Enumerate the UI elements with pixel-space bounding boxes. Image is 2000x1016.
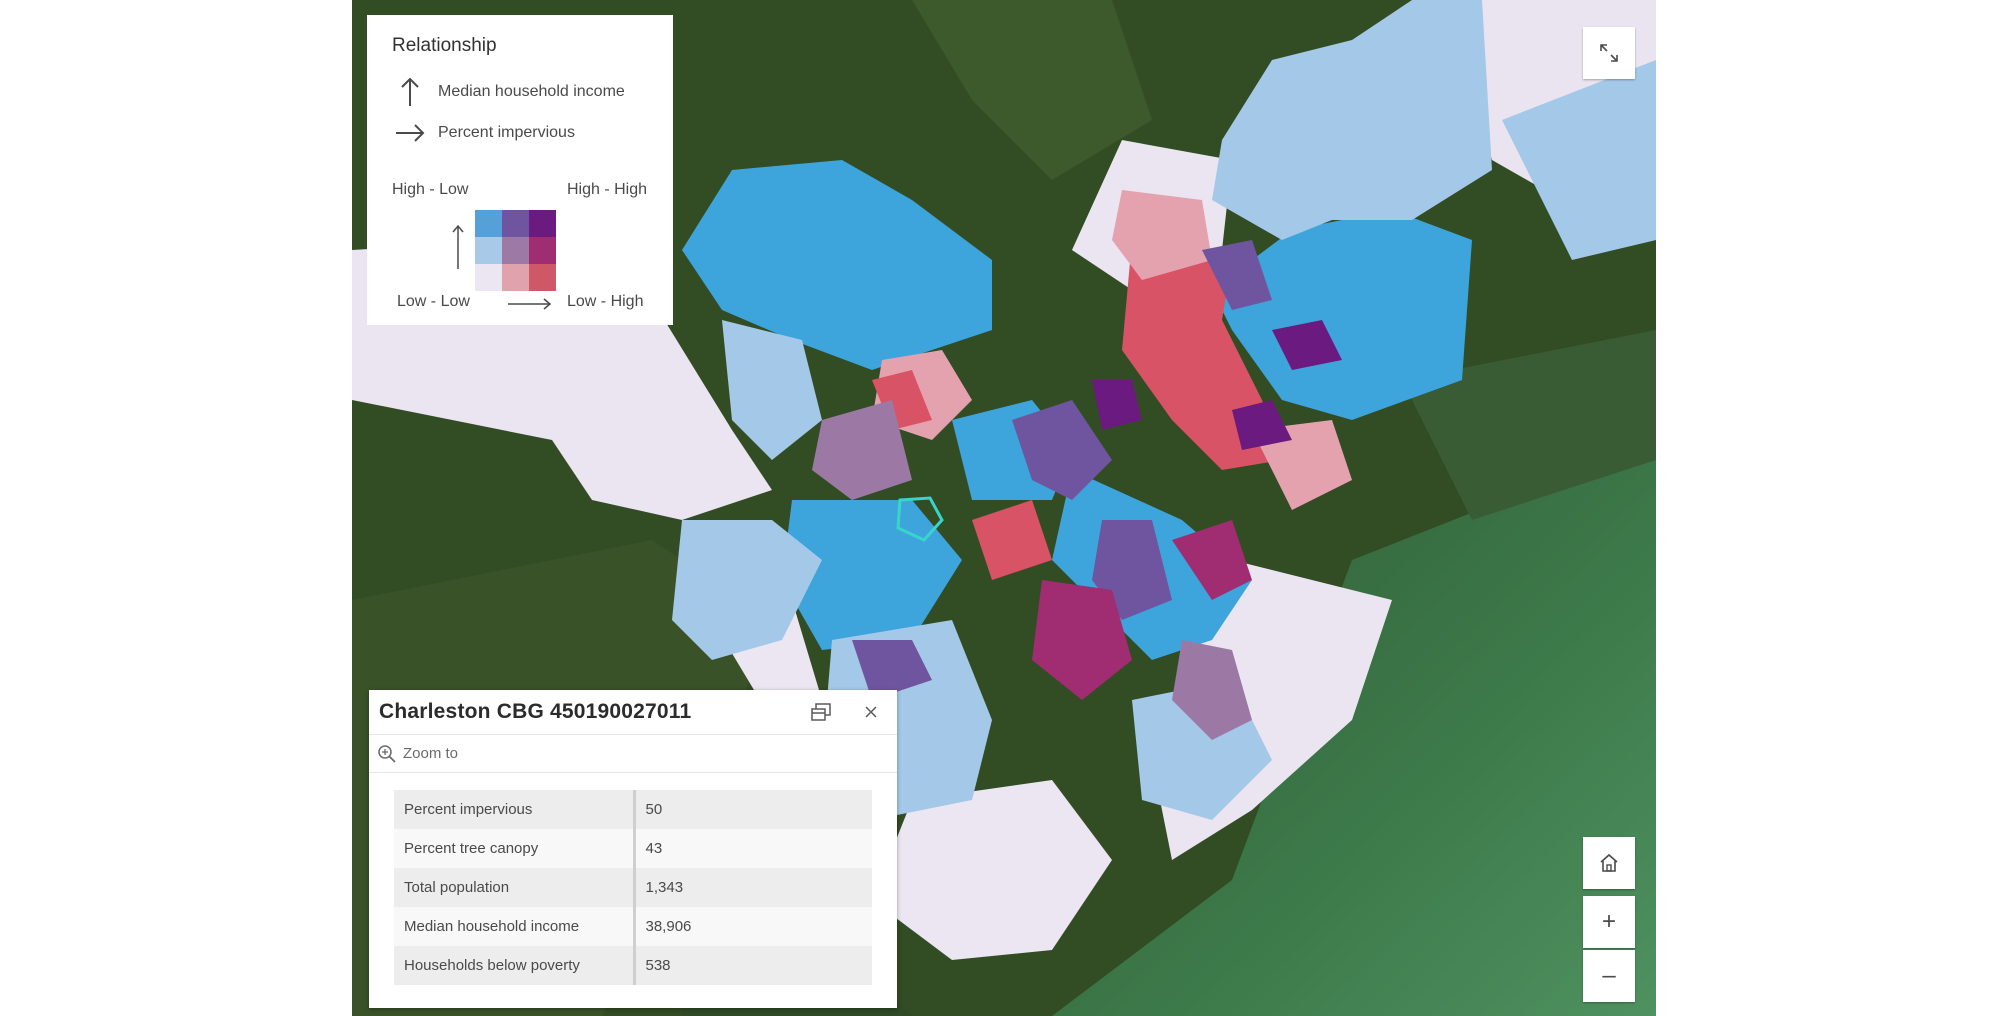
table-row: Percent tree canopy 43 [394, 829, 872, 868]
block-group-deep-purple-b[interactable] [1232, 400, 1292, 450]
popup-actions [807, 698, 885, 726]
block-group-deep-purple-c[interactable] [1272, 320, 1342, 370]
block-group-west-mid-light[interactable] [722, 320, 822, 460]
legend-field-x: Percent impervious [392, 112, 648, 153]
right-arrow-icon [396, 123, 425, 142]
attribute-value: 50 [634, 790, 872, 829]
legend-title: Relationship [392, 35, 497, 56]
table-row: Households below poverty 538 [394, 946, 872, 985]
matrix-cell [502, 210, 529, 237]
attribute-value: 538 [634, 946, 872, 985]
block-group-purple-c[interactable] [852, 640, 932, 700]
close-button[interactable] [857, 698, 885, 726]
up-arrow-icon [401, 77, 419, 106]
block-group-purple-d[interactable] [1202, 240, 1272, 310]
block-group-deep-purple-a[interactable] [1092, 380, 1142, 430]
matrix-right-arrow-icon [508, 298, 552, 310]
zoom-to-action[interactable]: Zoom to [369, 735, 897, 773]
table-row: Median household income 38,906 [394, 907, 872, 946]
block-group-south[interactable] [872, 780, 1112, 960]
block-group-mauve-a[interactable] [812, 400, 912, 500]
block-group-corridor-north[interactable] [1112, 190, 1212, 280]
legend-corner-high-high: High - High [567, 181, 648, 198]
zoom-to-icon [378, 744, 396, 763]
zoom-to-label: Zoom to [403, 745, 459, 762]
legend-panel: Relationship Median household income Per… [367, 15, 673, 325]
matrix-cell [529, 264, 556, 291]
matrix-cell [502, 264, 529, 291]
legend-field-x-label: Percent impervious [438, 123, 575, 141]
block-group-far-east-light[interactable] [1502, 60, 1656, 260]
ocean [1052, 440, 1656, 1016]
fullscreen-button[interactable] [1583, 27, 1635, 79]
home-icon [1600, 853, 1618, 872]
legend-corner-high-low: High - Low [392, 181, 469, 198]
legend-corner-low-high: Low - High [567, 293, 644, 310]
feature-popup[interactable]: Charleston CBG 450190027011 [369, 690, 897, 1008]
block-group-magenta-b[interactable] [1032, 580, 1132, 700]
block-group-purple-a[interactable] [1012, 400, 1112, 500]
block-group-mid-east[interactable] [1212, 210, 1472, 420]
block-group-magenta-a[interactable] [1172, 520, 1252, 600]
legend-field-y-label: Median household income [438, 82, 625, 100]
zoom-out-button[interactable]: – [1583, 950, 1635, 1002]
attribute-value: 38,906 [634, 907, 872, 946]
block-group-north-east-light[interactable] [1212, 0, 1492, 240]
zoom-in-button[interactable]: + [1583, 896, 1635, 948]
matrix-up-arrow-icon [452, 224, 464, 269]
legend-corner-low-low: Low - Low [397, 293, 470, 310]
attribute-label: Percent impervious [394, 790, 636, 829]
block-group-red-a[interactable] [972, 500, 1052, 580]
close-icon [865, 706, 877, 718]
attribute-value: 1,343 [634, 868, 872, 907]
attribute-label: Households below poverty [394, 946, 636, 985]
matrix-cell [502, 237, 529, 264]
dock-icon [811, 703, 831, 721]
bivariate-matrix: High - Low High - High Low - Low Low - H… [367, 163, 673, 323]
map-view[interactable]: Relationship Median household income Per… [352, 0, 1656, 1016]
attribute-label: Total population [394, 868, 636, 907]
zoom-in-label: + [1601, 908, 1616, 935]
dock-button[interactable] [807, 698, 835, 726]
table-row: Total population 1,343 [394, 868, 872, 907]
marsh-area [1402, 330, 1656, 520]
attribute-label: Median household income [394, 907, 636, 946]
block-group-west-light[interactable] [672, 520, 822, 660]
selected-block-group-outline[interactable] [896, 496, 944, 542]
matrix-cell [475, 237, 502, 264]
table-row: Percent impervious 50 [394, 790, 872, 829]
popup-title: Charleston CBG 450190027011 [379, 700, 692, 723]
home-button[interactable] [1583, 837, 1635, 889]
matrix-cell [475, 210, 502, 237]
expand-icon [1600, 44, 1618, 62]
zoom-out-label: – [1602, 962, 1616, 989]
attribute-value: 43 [634, 829, 872, 868]
attribute-label: Percent tree canopy [394, 829, 636, 868]
matrix-cell [529, 210, 556, 237]
matrix-cell [529, 237, 556, 264]
block-group-mauve-b[interactable] [1172, 640, 1252, 740]
matrix-cell [475, 264, 502, 291]
attribute-table: Percent impervious 50 Percent tree canop… [394, 790, 872, 985]
forest-area [912, 0, 1152, 180]
legend-field-y: Median household income [392, 71, 648, 112]
popup-header: Charleston CBG 450190027011 [369, 690, 897, 735]
block-group-north-west[interactable] [682, 160, 992, 370]
